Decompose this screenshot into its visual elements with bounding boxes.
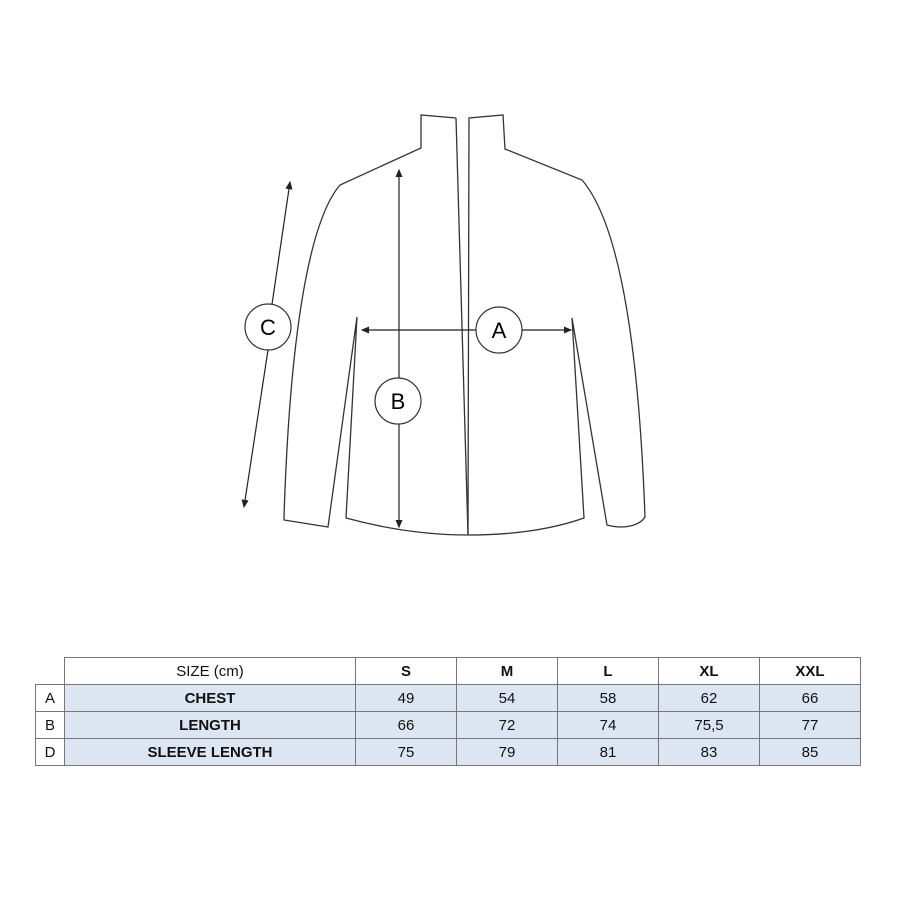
cell: 54	[456, 684, 558, 712]
size-header: SIZE (cm)	[64, 657, 356, 685]
size-s: S	[355, 657, 457, 685]
row-label: SLEEVE LENGTH	[64, 738, 356, 766]
label-c-circle: C	[244, 303, 292, 351]
table-row: B LENGTH 66 72 74 75,5 77	[35, 711, 861, 739]
cell: 83	[658, 738, 760, 766]
cell: 75,5	[658, 711, 760, 739]
cell: 75	[355, 738, 457, 766]
table-row: A CHEST 49 54 58 62 66	[35, 684, 861, 712]
size-xl: XL	[658, 657, 760, 685]
label-a-circle: A	[475, 306, 523, 354]
size-l: L	[557, 657, 659, 685]
row-letter: D	[35, 738, 65, 766]
cell: 81	[557, 738, 659, 766]
row-label: LENGTH	[64, 711, 356, 739]
jacket-diagram: C A B	[241, 114, 646, 536]
svg-text:A: A	[492, 318, 507, 343]
cell: 77	[759, 711, 861, 739]
row-label: CHEST	[64, 684, 356, 712]
cell: 74	[557, 711, 659, 739]
cell: 66	[759, 684, 861, 712]
size-table: SIZE (cm) S M L XL XXL A CHEST 49 54 58 …	[35, 657, 861, 766]
cell: 49	[355, 684, 457, 712]
header-row: SIZE (cm) S M L XL XXL	[35, 657, 861, 685]
size-xxl: XXL	[759, 657, 861, 685]
table-row: D SLEEVE LENGTH 75 79 81 83 85	[35, 738, 861, 766]
svg-text:C: C	[260, 315, 276, 340]
row-letter: A	[35, 684, 65, 712]
cell: 72	[456, 711, 558, 739]
jacket-outline	[283, 114, 646, 536]
cell: 62	[658, 684, 760, 712]
svg-text:B: B	[391, 389, 406, 414]
cell: 85	[759, 738, 861, 766]
cell: 66	[355, 711, 457, 739]
cell: 79	[456, 738, 558, 766]
row-letter: B	[35, 711, 65, 739]
size-m: M	[456, 657, 558, 685]
label-b-circle: B	[374, 377, 422, 425]
cell: 58	[557, 684, 659, 712]
